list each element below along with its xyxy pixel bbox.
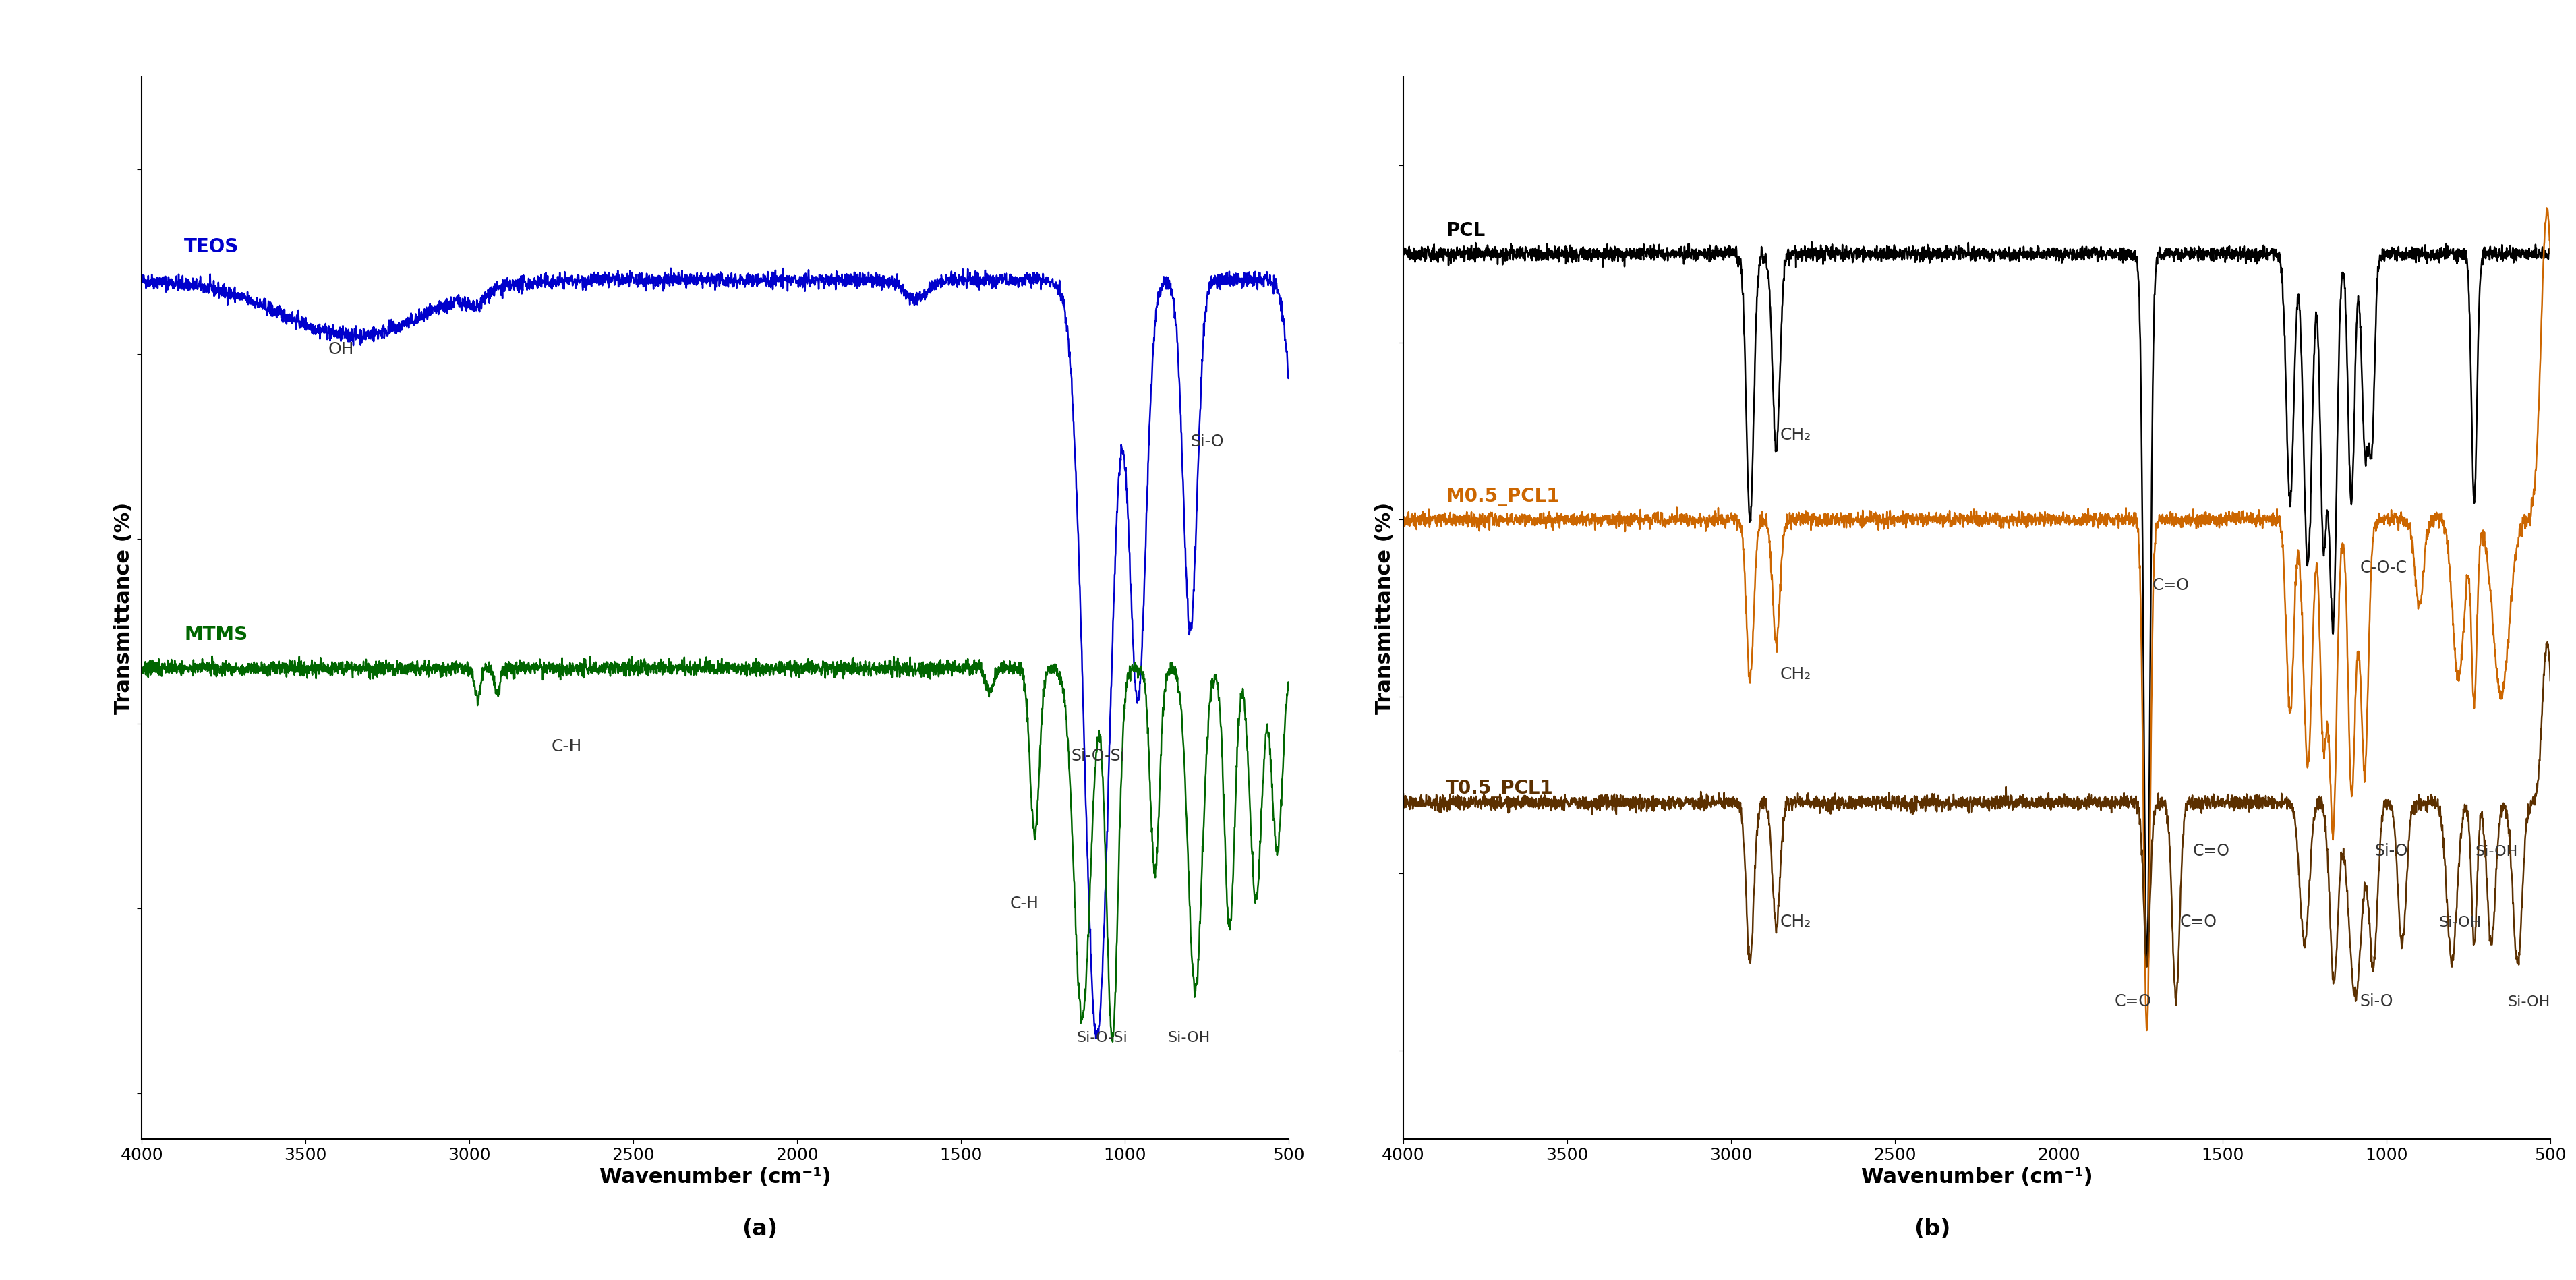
Text: C=O: C=O: [2151, 577, 2190, 594]
Text: C-H: C-H: [1010, 896, 1038, 911]
Text: C=O: C=O: [2179, 914, 2218, 931]
Text: PCL: PCL: [1445, 221, 1486, 241]
Text: Si-O: Si-O: [1190, 434, 1224, 449]
Text: Si-O-Si: Si-O-Si: [1072, 748, 1126, 764]
Text: C-O-C: C-O-C: [2360, 559, 2409, 576]
Text: Si-OH: Si-OH: [1167, 1032, 1211, 1044]
Text: (b): (b): [1914, 1217, 1950, 1240]
Text: Si-OH: Si-OH: [2506, 996, 2550, 1009]
Text: MTMS: MTMS: [185, 626, 247, 644]
Text: (a): (a): [742, 1217, 778, 1240]
Text: Si-O: Si-O: [2375, 844, 2409, 859]
Text: T0.5_PCL1: T0.5_PCL1: [1445, 780, 1553, 799]
X-axis label: Wavenumber (cm⁻¹): Wavenumber (cm⁻¹): [1860, 1167, 2092, 1187]
Text: CH₂: CH₂: [1780, 666, 1811, 682]
Text: C=O: C=O: [2115, 993, 2151, 1010]
Text: M0.5_PCL1: M0.5_PCL1: [1445, 488, 1558, 507]
Text: Si-O-Si: Si-O-Si: [1077, 1032, 1128, 1044]
Text: C-H: C-H: [551, 739, 582, 755]
Text: Si-OH: Si-OH: [2476, 845, 2517, 859]
Y-axis label: Transmittance (%): Transmittance (%): [113, 502, 134, 714]
Text: CH₂: CH₂: [1780, 914, 1811, 931]
X-axis label: Wavenumber (cm⁻¹): Wavenumber (cm⁻¹): [600, 1167, 832, 1187]
Text: CH₂: CH₂: [1780, 428, 1811, 443]
Y-axis label: Transmittance (%): Transmittance (%): [1376, 502, 1394, 714]
Text: C=O: C=O: [2192, 844, 2231, 859]
Text: Si-O: Si-O: [2360, 993, 2393, 1010]
Text: TEOS: TEOS: [185, 238, 240, 256]
Text: OH: OH: [330, 342, 355, 357]
Text: Si-OH: Si-OH: [2439, 916, 2481, 929]
